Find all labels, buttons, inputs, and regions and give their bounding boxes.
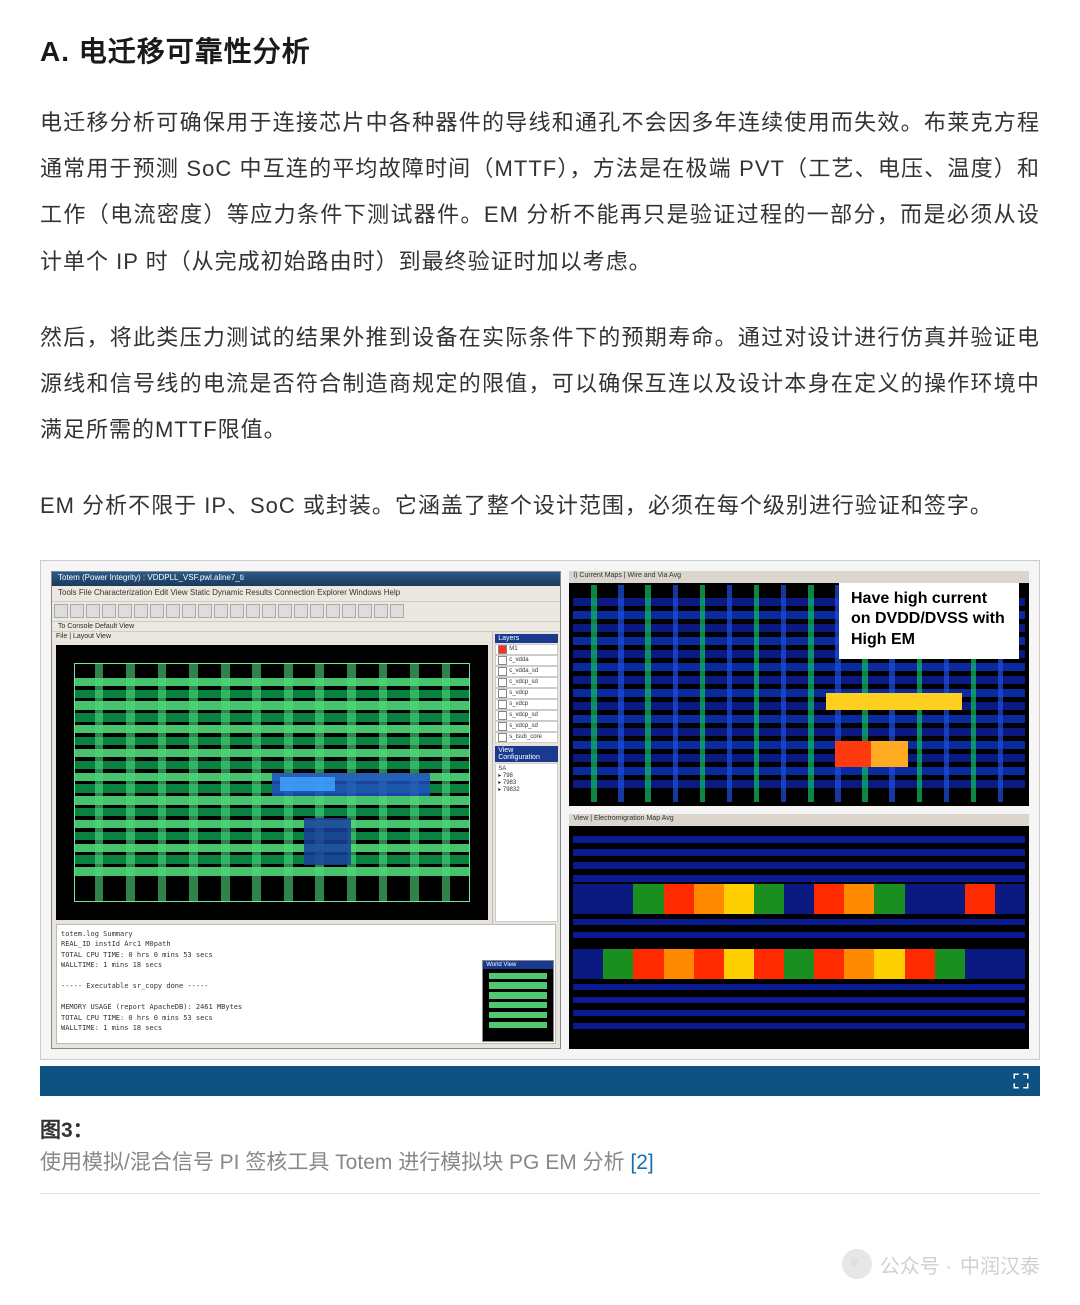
toolbar-button xyxy=(182,604,196,618)
layer-row: s_vdcp_sd xyxy=(495,710,558,721)
layer-row: s_vdcp xyxy=(495,699,558,710)
expand-icon[interactable] xyxy=(1012,1072,1030,1090)
toolbar-button xyxy=(70,604,84,618)
paragraph-1: 电迁移分析可确保用于连接芯片中各种器件的导线和通孔不会因多年连续使用而失效。布莱… xyxy=(40,100,1040,285)
totem-toolbar xyxy=(52,602,560,622)
current-map-header: I) Current Maps | Wire and Via Avg xyxy=(569,571,1029,583)
toolbar-button xyxy=(118,604,132,618)
wechat-icon xyxy=(842,1249,872,1279)
world-view-panel: World View xyxy=(482,960,554,1042)
caption-body: 使用模拟/混合信号 PI 签核工具 Totem 进行模拟块 PG EM 分析 xyxy=(40,1151,630,1174)
toolbar-button xyxy=(390,604,404,618)
totem-view-tabs: To Console Default View xyxy=(52,622,560,632)
canvas-tab: File | Layout View xyxy=(52,632,492,641)
totem-titlebar: Totem (Power Integrity) : VDDPLL_VSF.pwl… xyxy=(52,572,560,586)
figure-3: Totem (Power Integrity) : VDDPLL_VSF.pwl… xyxy=(40,560,1040,1060)
annotation-callout: Have high current on DVDD/DVSS with High… xyxy=(839,581,1019,659)
caption-label: 图3： xyxy=(40,1114,1040,1144)
toolbar-button xyxy=(230,604,244,618)
totem-app-window: Totem (Power Integrity) : VDDPLL_VSF.pwl… xyxy=(51,571,561,1049)
toolbar-button xyxy=(246,604,260,618)
footer-divider xyxy=(40,1193,1040,1194)
layer-row: c_vdcp_sd xyxy=(495,677,558,688)
layer-row: s_vdcp xyxy=(495,688,558,699)
figure-right-column: I) Current Maps | Wire and Via Avg Have … xyxy=(569,571,1029,1049)
toolbar-button xyxy=(134,604,148,618)
toolbar-button xyxy=(278,604,292,618)
layer-row: M1 xyxy=(495,644,558,655)
paragraph-2: 然后，将此类压力测试的结果外推到设备在实际条件下的预期寿命。通过对设计进行仿真并… xyxy=(40,315,1040,454)
paragraph-3: EM 分析不限于 IP、SoC 或封装。它涵盖了整个设计范围，必须在每个级别进行… xyxy=(40,483,1040,529)
totem-menubar: Tools File Characterization Edit View St… xyxy=(52,586,560,602)
view-config-header: View Configuration xyxy=(495,746,558,762)
totem-right-sidebar: Layers M1c_vddac_vdda_sdc_vdcp_sds_vdcps… xyxy=(492,632,560,924)
toolbar-button xyxy=(214,604,228,618)
em-map-header: View | Electromigration Map Avg xyxy=(569,814,1029,826)
toolbar-button xyxy=(294,604,308,618)
world-view-header: World View xyxy=(483,961,553,969)
toolbar-button xyxy=(310,604,324,618)
layers-header: Layers xyxy=(495,634,558,643)
layer-row: s_tsub_core xyxy=(495,732,558,743)
watermark-name: 中润汉泰 xyxy=(960,1250,1040,1279)
figure-toolbar xyxy=(40,1066,1040,1096)
toolbar-button xyxy=(150,604,164,618)
layer-row: c_vdda xyxy=(495,655,558,666)
toolbar-button xyxy=(342,604,356,618)
toolbar-button xyxy=(198,604,212,618)
toolbar-button xyxy=(102,604,116,618)
layer-row: c_vdda_sd xyxy=(495,666,558,677)
toolbar-button xyxy=(86,604,100,618)
em-map-panel: View | Electromigration Map Avg xyxy=(569,814,1029,1049)
caption-text: 使用模拟/混合信号 PI 签核工具 Totem 进行模拟块 PG EM 分析 [… xyxy=(40,1144,1040,1182)
totem-console: totem.log SummaryREAL_ID instId Arc1 M0p… xyxy=(56,924,556,1044)
section-heading: A. 电迁移可靠性分析 xyxy=(40,30,1040,70)
wechat-watermark: 公众号 · 中润汉泰 xyxy=(842,1249,1040,1279)
watermark-prefix: 公众号 · xyxy=(880,1250,952,1279)
layer-row: s_vdcp_sd xyxy=(495,721,558,732)
caption-reference-link[interactable]: [2] xyxy=(630,1151,653,1174)
toolbar-button xyxy=(262,604,276,618)
toolbar-button xyxy=(374,604,388,618)
view-config-body: SA ▸ 798 ▸ 7983 ▸ 79832 xyxy=(495,763,558,922)
current-map-panel: I) Current Maps | Wire and Via Avg Have … xyxy=(569,571,1029,806)
toolbar-button xyxy=(54,604,68,618)
toolbar-button xyxy=(326,604,340,618)
layout-canvas xyxy=(56,645,488,920)
toolbar-button xyxy=(358,604,372,618)
figure-caption: 图3： 使用模拟/混合信号 PI 签核工具 Totem 进行模拟块 PG EM … xyxy=(40,1114,1040,1182)
toolbar-button xyxy=(166,604,180,618)
